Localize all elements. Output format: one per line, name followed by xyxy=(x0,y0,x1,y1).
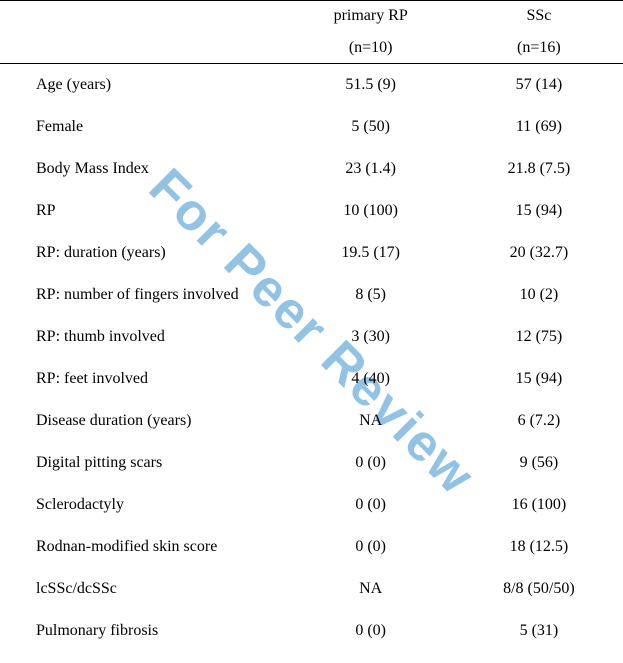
row-value-b: 11 (69) xyxy=(455,106,623,148)
header-primary-rp: primary RP (n=10) xyxy=(287,1,455,64)
header-b-n: (n=16) xyxy=(455,39,623,57)
table-row: Sclerodactyly0 (0)16 (100) xyxy=(0,484,623,526)
table-body: Age (years)51.5 (9)57 (14)Female5 (50)11… xyxy=(0,64,623,653)
row-value-b: 10 (2) xyxy=(455,274,623,316)
row-value-b: 12 (75) xyxy=(455,316,623,358)
row-label: Rodnan-modified skin score xyxy=(0,526,287,568)
row-value-b: 21.8 (7.5) xyxy=(455,148,623,190)
row-value-b: 20 (32.7) xyxy=(455,232,623,274)
table-row: lcSSc/dcSScNA8/8 (50/50) xyxy=(0,568,623,610)
row-value-a: NA xyxy=(287,400,455,442)
header-a-title: primary RP xyxy=(287,7,455,25)
row-value-a: 0 (0) xyxy=(287,526,455,568)
row-value-a: 0 (0) xyxy=(287,484,455,526)
table-row: Female5 (50)11 (69) xyxy=(0,106,623,148)
row-value-b: 9 (56) xyxy=(455,442,623,484)
row-label: Sclerodactyly xyxy=(0,484,287,526)
row-label: lcSSc/dcSSc xyxy=(0,568,287,610)
header-b-title: SSc xyxy=(455,7,623,25)
table-row: Pulmonary fibrosis0 (0)5 (31) xyxy=(0,610,623,652)
row-label: RP: thumb involved xyxy=(0,316,287,358)
row-value-a: NA xyxy=(287,568,455,610)
row-value-a: 5 (50) xyxy=(287,106,455,148)
row-label: Age (years) xyxy=(0,64,287,107)
header-empty xyxy=(0,1,287,64)
row-label: RP xyxy=(0,190,287,232)
row-label: Female xyxy=(0,106,287,148)
row-value-a: 51.5 (9) xyxy=(287,64,455,107)
table-row: Digital pitting scars0 (0)9 (56) xyxy=(0,442,623,484)
row-label: Disease duration (years) xyxy=(0,400,287,442)
row-value-a: 19.5 (17) xyxy=(287,232,455,274)
row-value-b: 6 (7.2) xyxy=(455,400,623,442)
row-value-a: 4 (40) xyxy=(287,358,455,400)
row-value-b: 8/8 (50/50) xyxy=(455,568,623,610)
row-value-b: 16 (100) xyxy=(455,484,623,526)
row-value-b: 57 (14) xyxy=(455,64,623,107)
header-row: primary RP (n=10) SSc (n=16) xyxy=(0,1,623,64)
table-row: RP: feet involved4 (40)15 (94) xyxy=(0,358,623,400)
table-row: Age (years)51.5 (9)57 (14) xyxy=(0,64,623,107)
row-label: Pulmonary fibrosis xyxy=(0,610,287,652)
header-a-n: (n=10) xyxy=(287,39,455,57)
row-value-b: 15 (94) xyxy=(455,358,623,400)
row-value-a: 0 (0) xyxy=(287,610,455,652)
table-row: Disease duration (years)NA6 (7.2) xyxy=(0,400,623,442)
table-row: RP10 (100)15 (94) xyxy=(0,190,623,232)
row-label: RP: number of fingers involved xyxy=(0,274,287,316)
row-value-a: 10 (100) xyxy=(287,190,455,232)
row-label: Body Mass Index xyxy=(0,148,287,190)
row-value-b: 18 (12.5) xyxy=(455,526,623,568)
table-row: Rodnan-modified skin score0 (0)18 (12.5) xyxy=(0,526,623,568)
row-value-a: 0 (0) xyxy=(287,442,455,484)
row-value-b: 15 (94) xyxy=(455,190,623,232)
row-value-a: 23 (1.4) xyxy=(287,148,455,190)
clinical-table: primary RP (n=10) SSc (n=16) Age (years)… xyxy=(0,0,623,652)
row-value-b: 5 (31) xyxy=(455,610,623,652)
row-value-a: 3 (30) xyxy=(287,316,455,358)
table-row: Body Mass Index23 (1.4)21.8 (7.5) xyxy=(0,148,623,190)
table-row: RP: duration (years)19.5 (17)20 (32.7) xyxy=(0,232,623,274)
row-label: Digital pitting scars xyxy=(0,442,287,484)
row-label: RP: duration (years) xyxy=(0,232,287,274)
table-row: RP: thumb involved3 (30)12 (75) xyxy=(0,316,623,358)
row-label: RP: feet involved xyxy=(0,358,287,400)
header-ssc: SSc (n=16) xyxy=(455,1,623,64)
row-value-a: 8 (5) xyxy=(287,274,455,316)
table-row: RP: number of fingers involved8 (5)10 (2… xyxy=(0,274,623,316)
